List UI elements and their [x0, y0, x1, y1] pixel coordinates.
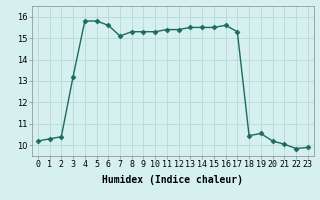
X-axis label: Humidex (Indice chaleur): Humidex (Indice chaleur) [102, 175, 243, 185]
